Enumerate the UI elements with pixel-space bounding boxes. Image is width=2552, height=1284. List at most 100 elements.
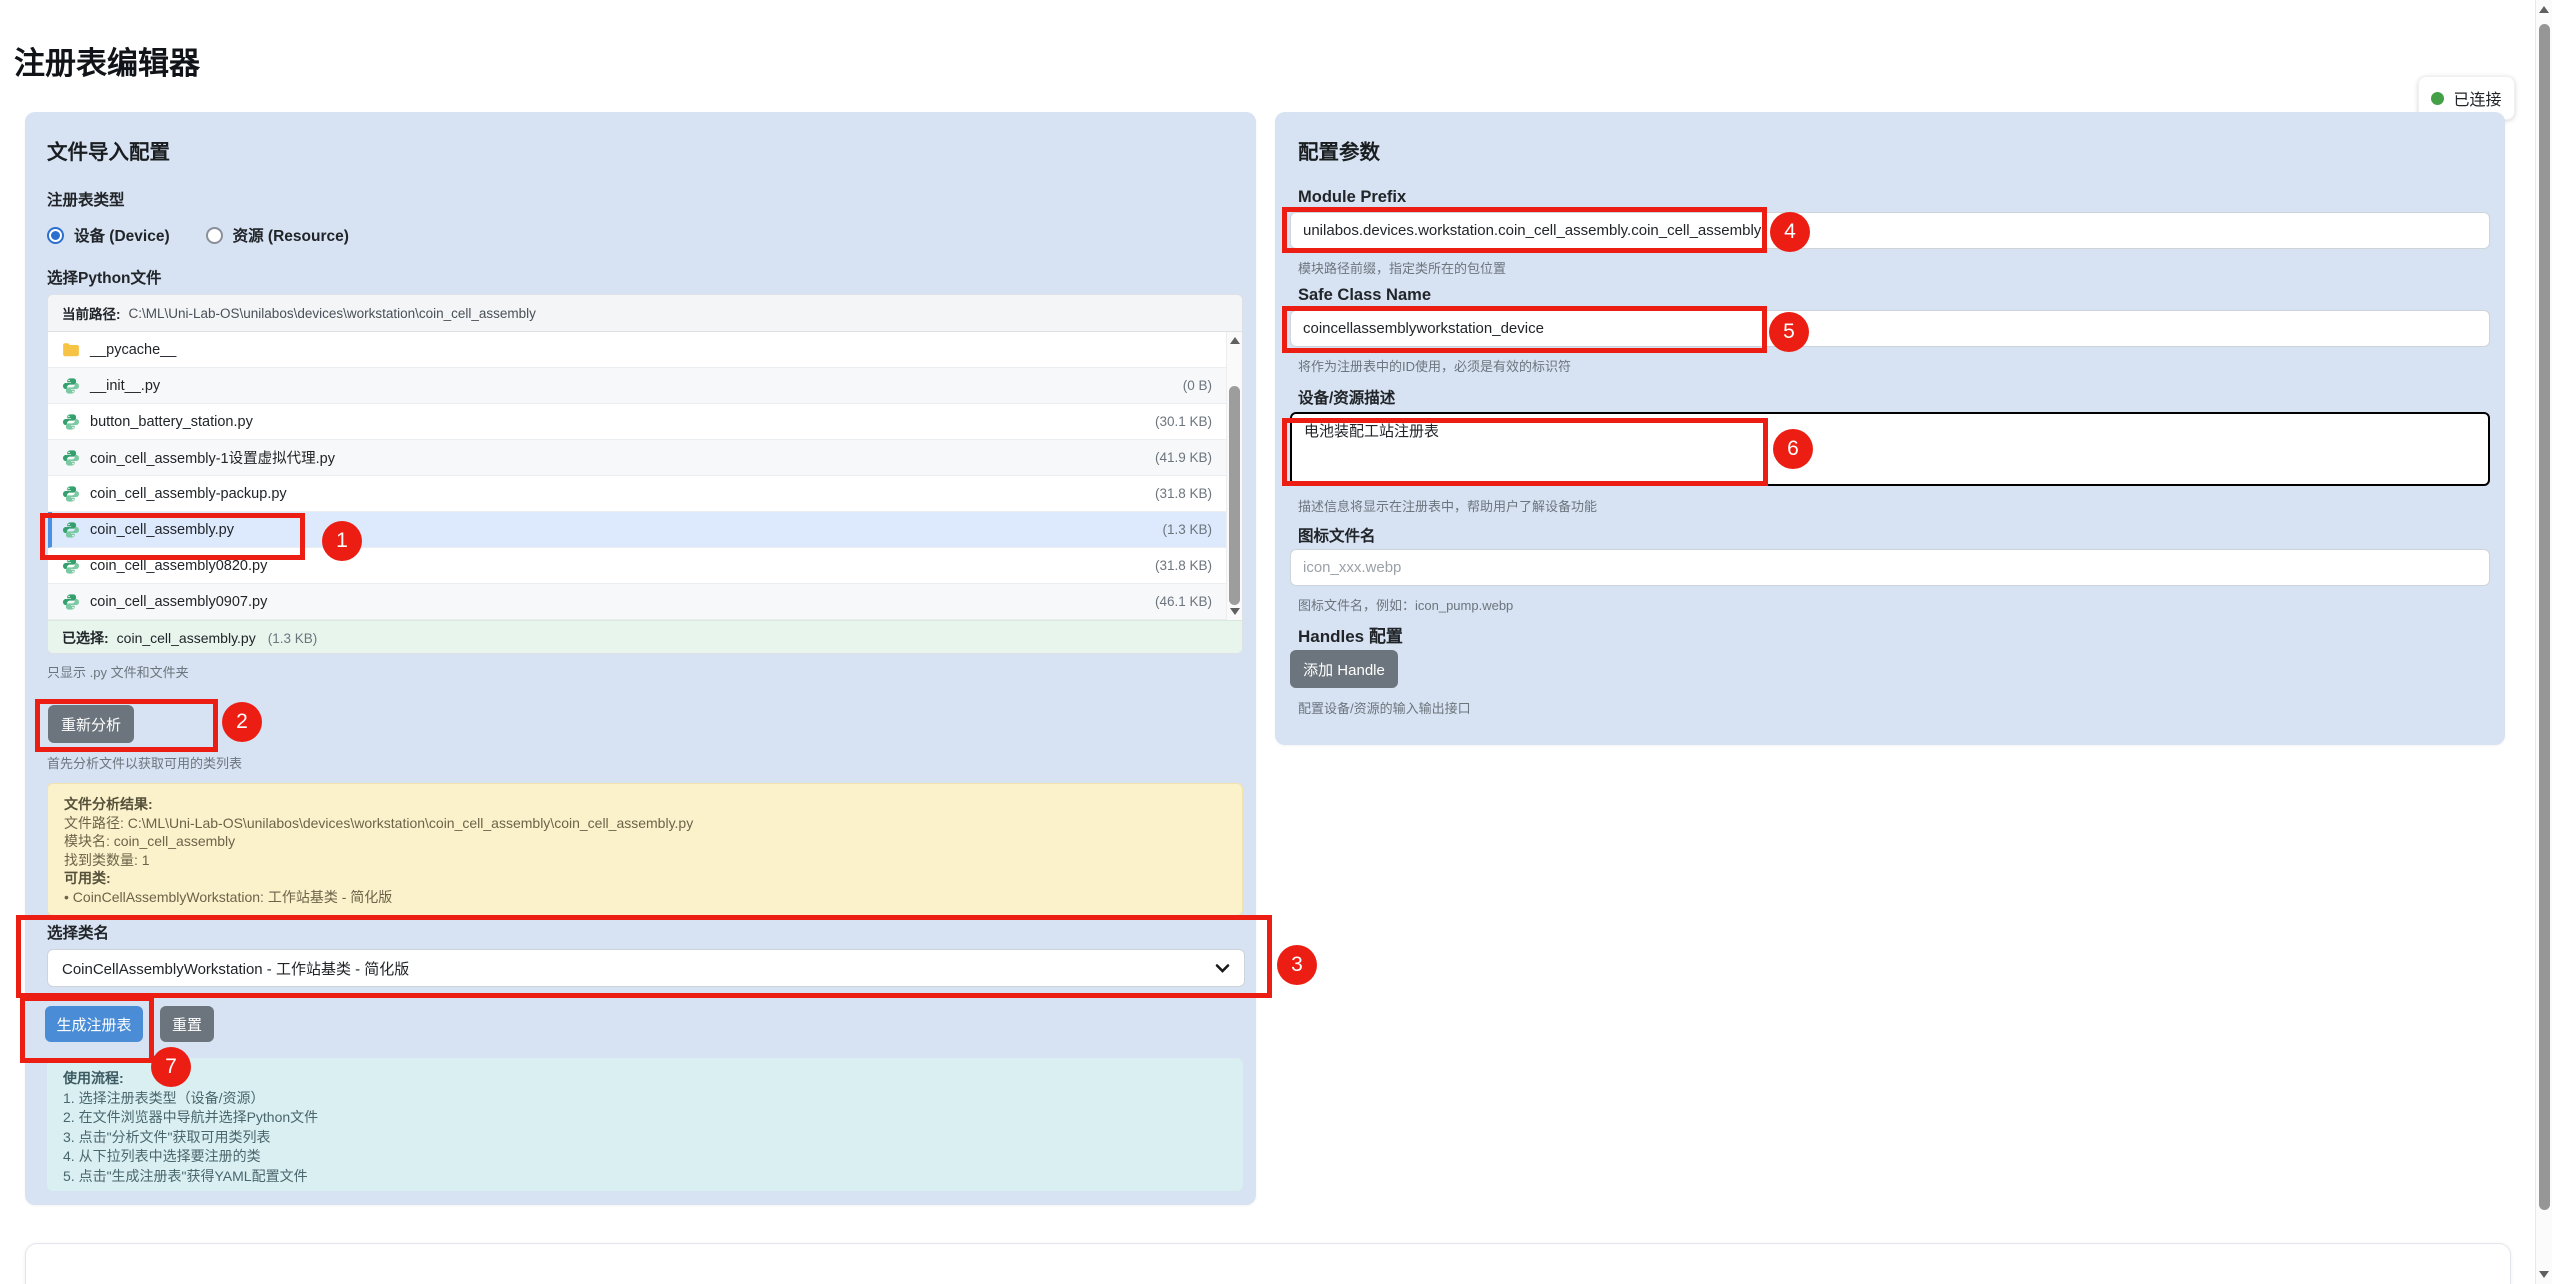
left-panel-heading: 文件导入配置 (47, 141, 170, 164)
file-list: __pycache__ __init__.py (0 B) button_bat… (48, 332, 1242, 620)
class-select-value: CoinCellAssemblyWorkstation - 工作站基类 - 简化… (62, 960, 410, 978)
chevron-down-icon (1215, 964, 1230, 973)
class-select[interactable]: CoinCellAssemblyWorkstation - 工作站基类 - 简化… (47, 949, 1245, 987)
instruction-step: 4. 从下拉列表中选择要注册的类 (63, 1148, 261, 1164)
page-scrollbar-thumb[interactable] (2539, 24, 2550, 1210)
file-row-virtual-proxy[interactable]: coin_cell_assembly-1设置虚拟代理.py (41.9 KB) (48, 440, 1242, 476)
file-list-scrollbar[interactable] (1226, 332, 1242, 620)
python-file-icon (63, 377, 79, 394)
config-params-panel: 配置参数 Module Prefix 模块路径前缀，指定类所在的包位置 Safe… (1275, 112, 2505, 745)
python-file-icon (63, 449, 79, 466)
file-name: coin_cell_assembly0820.py (90, 557, 268, 574)
scroll-up-icon[interactable] (1230, 337, 1240, 344)
reset-button[interactable]: 重置 (160, 1006, 214, 1042)
annotation-marker-3: 3 (1277, 945, 1317, 985)
icon-file-input[interactable] (1290, 549, 2490, 586)
selected-file-name: coin_cell_assembly.py (116, 630, 256, 646)
select-python-file-label: 选择Python文件 (47, 270, 162, 287)
connection-status-label: 已连接 (2453, 92, 2502, 109)
python-file-icon (63, 521, 79, 538)
instruction-step: 3. 点击"分析文件"获取可用类列表 (63, 1128, 271, 1145)
scroll-down-icon[interactable] (1230, 608, 1240, 615)
analysis-result-box: 文件分析结果: 文件路径: C:\ML\Uni-Lab-OS\unilabos\… (47, 783, 1243, 916)
file-name: __init__.py (90, 377, 161, 394)
file-size: (31.8 KB) (1154, 558, 1212, 573)
description-label: 设备/资源描述 (1298, 390, 1396, 407)
module-prefix-input[interactable] (1290, 212, 2490, 249)
page-scrollbar[interactable] (2535, 0, 2552, 1284)
selected-file-size: (1.3 KB) (267, 630, 318, 646)
file-import-panel: 文件导入配置 注册表类型 设备 (Device) 资源 (Resource) 选… (25, 112, 1256, 1205)
page-title: 注册表编辑器 (14, 46, 200, 81)
python-file-icon (63, 485, 79, 502)
folder-icon (63, 342, 79, 356)
safe-class-name-hint: 将作为注册表中的ID使用，必须是有效的标识符 (1298, 359, 1572, 374)
current-path-bar: 当前路径: C:\ML\Uni-Lab-OS\unilabos\devices\… (48, 295, 1242, 332)
file-size: (41.9 KB) (1154, 450, 1212, 465)
file-size: (1.3 KB) (1162, 522, 1212, 537)
description-hint: 描述信息将显示在注册表中，帮助用户了解设备功能 (1298, 499, 1598, 514)
analysis-file-path: 文件路径: C:\ML\Uni-Lab-OS\unilabos\devices\… (64, 814, 694, 831)
radio-resource[interactable] (205, 226, 223, 244)
generate-registry-button[interactable]: 生成注册表 (45, 1006, 143, 1042)
radio-dot-icon (51, 230, 60, 240)
file-size: (30.1 KB) (1154, 414, 1212, 429)
radio-device-label[interactable]: 设备 (Device) (74, 228, 170, 245)
safe-class-name-input[interactable] (1290, 310, 2490, 347)
description-textarea[interactable]: 电池装配工站注册表 (1290, 412, 2490, 486)
class-select-label: 选择类名 (47, 925, 110, 942)
analysis-available-item: • CoinCellAssemblyWorkstation: 工作站基类 - 简… (64, 888, 393, 905)
file-row-pycache[interactable]: __pycache__ (48, 332, 1242, 368)
file-row-0907[interactable]: coin_cell_assembly0907.py (46.1 KB) (48, 584, 1242, 620)
file-row-selected[interactable]: coin_cell_assembly.py (1.3 KB) (48, 512, 1242, 548)
analysis-available-title: 可用类: (64, 870, 111, 886)
python-file-icon (63, 413, 79, 430)
instruction-step: 5. 点击"生成注册表"获得YAML配置文件 (63, 1167, 308, 1184)
python-file-icon (63, 557, 79, 574)
icon-file-label: 图标文件名 (1298, 528, 1376, 545)
module-prefix-label: Module Prefix (1298, 188, 1407, 206)
handles-hint: 配置设备/资源的输入输出接口 (1298, 701, 1471, 716)
registry-type-label: 注册表类型 (47, 192, 125, 209)
handles-config-label: Handles 配置 (1298, 627, 1403, 646)
analyze-hint: 首先分析文件以获取可用的类列表 (47, 756, 243, 771)
instruction-step: 1. 选择注册表类型（设备/资源） (63, 1089, 265, 1106)
selected-label: 已选择: (62, 630, 109, 646)
analysis-module: 模块名: coin_cell_assembly (64, 833, 236, 849)
safe-class-name-label: Safe Class Name (1298, 286, 1431, 304)
radio-device[interactable] (47, 226, 64, 244)
file-row-button-battery[interactable]: button_battery_station.py (30.1 KB) (48, 404, 1242, 440)
file-name: coin_cell_assembly-packup.py (90, 485, 287, 502)
selected-file-bar: 已选择: coin_cell_assembly.py (1.3 KB) (48, 620, 1242, 653)
reanalyze-button[interactable]: 重新分析 (48, 705, 134, 743)
instruction-step: 2. 在文件浏览器中导航并选择Python文件 (63, 1109, 319, 1125)
registry-type-options: 设备 (Device) 资源 (Resource) (47, 222, 647, 248)
file-name: __pycache__ (90, 341, 177, 358)
file-name: coin_cell_assembly-1设置虚拟代理.py (90, 451, 335, 467)
file-browser: 当前路径: C:\ML\Uni-Lab-OS\unilabos\devices\… (47, 294, 1243, 654)
instructions-title: 使用流程: (63, 1070, 124, 1086)
current-path-value: C:\ML\Uni-Lab-OS\unilabos\devices\workst… (128, 305, 536, 321)
file-size: (0 B) (1182, 378, 1212, 393)
page-scroll-up-icon[interactable] (2539, 6, 2549, 13)
page-scroll-down-icon[interactable] (2539, 1271, 2549, 1278)
file-list-scrollbar-thumb[interactable] (1229, 386, 1240, 605)
current-path-label: 当前路径: (62, 307, 121, 322)
file-row-init[interactable]: __init__.py (0 B) (48, 368, 1242, 404)
file-name: button_battery_station.py (90, 413, 253, 430)
icon-file-hint: 图标文件名，例如：icon_pump.webp (1298, 598, 1514, 613)
filter-hint: 只显示 .py 文件和文件夹 (47, 665, 189, 680)
file-size: (46.1 KB) (1154, 594, 1212, 609)
connected-dot-icon (2431, 91, 2445, 105)
analysis-class-count: 找到类数量: 1 (64, 851, 150, 868)
add-handle-button[interactable]: 添加 Handle (1290, 650, 1398, 688)
python-file-icon (63, 593, 79, 610)
file-name: coin_cell_assembly.py (90, 521, 234, 538)
file-row-packup[interactable]: coin_cell_assembly-packup.py (31.8 KB) (48, 476, 1242, 512)
analysis-title: 文件分析结果: (64, 796, 153, 812)
right-panel-heading: 配置参数 (1298, 141, 1380, 164)
radio-resource-label[interactable]: 资源 (Resource) (232, 228, 349, 245)
file-name: coin_cell_assembly0907.py (90, 593, 268, 610)
file-row-0820[interactable]: coin_cell_assembly0820.py (31.8 KB) (48, 548, 1242, 584)
